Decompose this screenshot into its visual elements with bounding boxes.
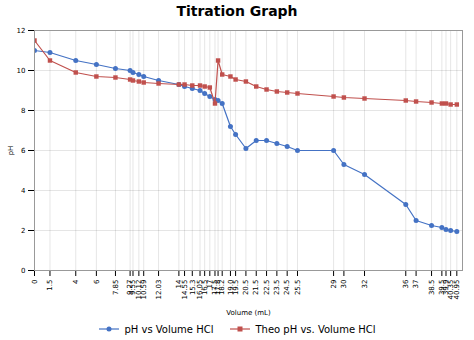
svg-text:9.55: 9.55 — [129, 279, 138, 296]
svg-text:15.3: 15.3 — [188, 279, 197, 296]
svg-text:16.5: 16.5 — [200, 279, 209, 296]
svg-text:10.59: 10.59 — [140, 280, 148, 300]
svg-text:0: 0 — [31, 280, 39, 284]
html-text:pH vs Volume HCl: pH vs Volume HCl — [124, 323, 214, 335]
svg-text:6: 6 — [93, 279, 101, 284]
svg-text:1.5: 1.5 — [46, 280, 54, 291]
svg-text:21.5: 21.5 — [252, 280, 260, 296]
svg-text:20.5: 20.5 — [242, 280, 250, 296]
svg-text:32: 32 — [361, 280, 369, 289]
svg-text:14.55: 14.55 — [180, 279, 189, 300]
svg-text:2: 2 — [21, 227, 25, 235]
svg-text:14: 14 — [175, 279, 184, 289]
html-text:Titration Graph: Titration Graph — [176, 3, 298, 19]
svg-text:24.5: 24.5 — [283, 280, 291, 296]
svg-text:25.5: 25.5 — [294, 280, 302, 296]
svg-text:12.03: 12.03 — [155, 280, 163, 300]
svg-text:22.5: 22.5 — [263, 280, 271, 296]
svg-text:pH: pH — [7, 146, 15, 156]
svg-text:40.95: 40.95 — [453, 280, 461, 300]
svg-text:40.35: 40.35 — [446, 279, 455, 300]
svg-text:19.0: 19.0 — [226, 279, 235, 296]
svg-text:4: 4 — [72, 279, 80, 284]
svg-text:30: 30 — [340, 280, 348, 289]
svg-text:17: 17 — [206, 279, 215, 289]
svg-text:10: 10 — [17, 67, 26, 75]
svg-text:12: 12 — [17, 27, 26, 35]
svg-text:Volume (mL): Volume (mL) — [226, 309, 271, 317]
svg-text:6: 6 — [21, 147, 26, 155]
svg-text:18.2: 18.2 — [218, 280, 226, 296]
svg-text:23.5: 23.5 — [273, 280, 281, 296]
svg-text:29: 29 — [330, 280, 338, 289]
svg-text:4: 4 — [21, 187, 26, 195]
svg-text:7.85: 7.85 — [112, 280, 120, 296]
svg-text:37: 37 — [412, 280, 420, 289]
svg-text:0: 0 — [21, 267, 25, 275]
svg-text:38.5: 38.5 — [428, 280, 436, 296]
svg-text:36: 36 — [402, 279, 410, 288]
html-text:Theo pH vs. Volume HCl: Theo pH vs. Volume HCl — [255, 323, 376, 335]
svg-text:8: 8 — [21, 107, 25, 115]
svg-text:19.5: 19.5 — [232, 280, 240, 296]
